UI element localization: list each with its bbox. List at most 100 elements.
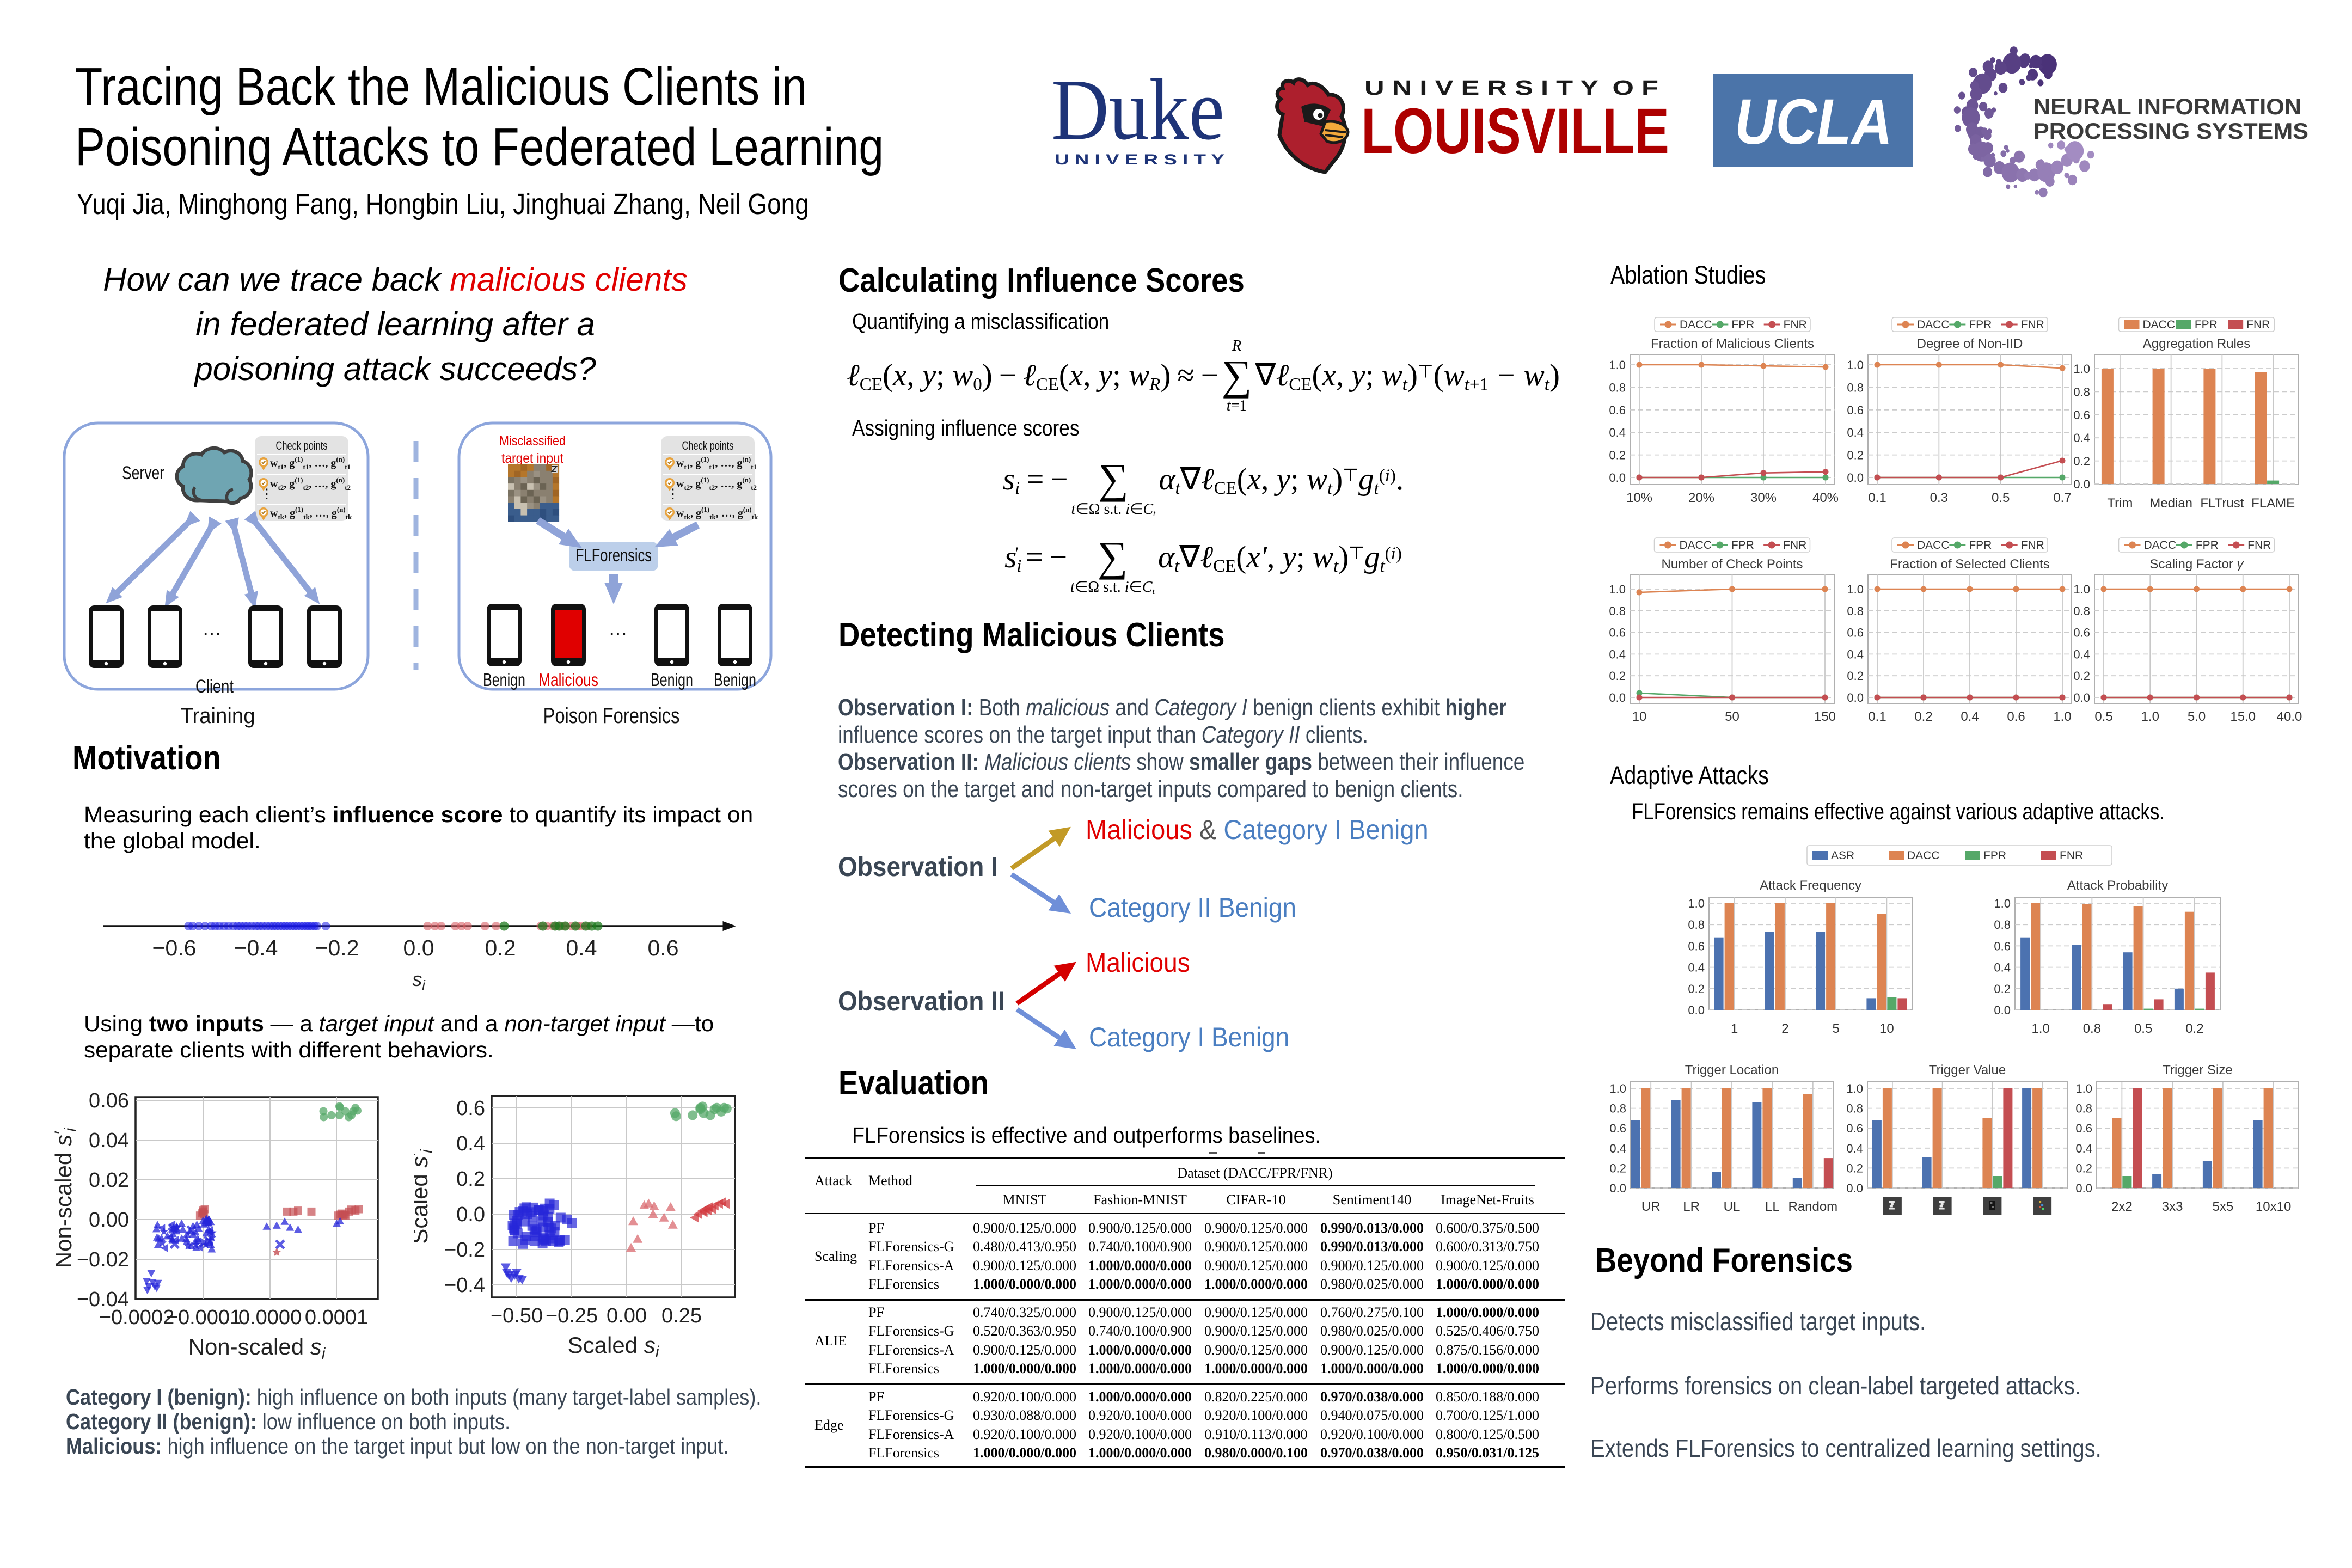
svg-text:2: 2 <box>1781 1021 1788 1036</box>
svg-text:0.8: 0.8 <box>1847 381 1864 394</box>
svg-text:150: 150 <box>1814 709 1836 724</box>
svg-text:0.0: 0.0 <box>1609 691 1626 705</box>
svg-text:Training: Training <box>181 704 255 728</box>
svg-text:DACC: DACC <box>2144 539 2177 552</box>
svg-text:Attack Probability: Attack Probability <box>2067 878 2168 893</box>
svg-text:FPR: FPR <box>2196 539 2219 552</box>
svg-text:0.6: 0.6 <box>2007 709 2025 724</box>
svg-text:0.3: 0.3 <box>1930 491 1948 505</box>
svg-text:0.8: 0.8 <box>1688 918 1705 932</box>
svg-text:0.8: 0.8 <box>2073 385 2090 399</box>
svg-text:1.0: 1.0 <box>1994 897 2011 910</box>
svg-text:0.6: 0.6 <box>456 1097 485 1120</box>
svg-text:0.00: 0.00 <box>607 1304 647 1327</box>
svg-text:0.0: 0.0 <box>1847 471 1864 485</box>
svg-text:−0.25: −0.25 <box>546 1304 598 1327</box>
svg-text:0.4: 0.4 <box>2073 647 2090 661</box>
svg-text:Trigger Location: Trigger Location <box>1685 1063 1779 1077</box>
svg-text:PROCESSING SYSTEMS: PROCESSING SYSTEMS <box>2033 118 2308 144</box>
svg-text:UCLA: UCLA <box>1735 86 1892 158</box>
svg-text:1.0: 1.0 <box>2053 709 2071 724</box>
svg-text:FLAME: FLAME <box>2251 496 2295 511</box>
svg-text:Server: Server <box>122 463 164 483</box>
svg-text:DACC: DACC <box>1680 539 1712 552</box>
svg-text:3x3: 3x3 <box>2162 1199 2183 1214</box>
svg-text:0.2: 0.2 <box>1688 982 1705 996</box>
svg-text:⋯: ⋯ <box>203 623 221 644</box>
svg-text:50: 50 <box>1725 709 1739 724</box>
svg-text:LL: LL <box>1765 1199 1780 1214</box>
svg-text:1.0: 1.0 <box>2073 362 2090 376</box>
svg-text:FNR: FNR <box>1783 539 1806 552</box>
svg-text:20%: 20% <box>1688 491 1714 505</box>
svg-text:−0.0002: −0.0002 <box>99 1306 174 1329</box>
svg-text:0.6: 0.6 <box>1609 626 1626 640</box>
svg-text:Benign: Benign <box>714 670 756 690</box>
svg-text:0.6: 0.6 <box>2073 626 2090 640</box>
svg-text:FLForensics: FLForensics <box>575 545 652 565</box>
svg-text:−0.4: −0.4 <box>234 935 278 960</box>
svg-text:5x5: 5x5 <box>2213 1199 2234 1214</box>
svg-text:Trigger Size: Trigger Size <box>2163 1063 2232 1077</box>
svg-text:NEURAL INFORMATION: NEURAL INFORMATION <box>2033 94 2301 119</box>
svg-text:0.7: 0.7 <box>2053 491 2071 505</box>
svg-text:Poison Forensics: Poison Forensics <box>543 704 680 728</box>
svg-text:Degree of Non-IID: Degree of Non-IID <box>1917 336 2023 351</box>
svg-text:Non-scaled s′i: Non-scaled s′i <box>54 1127 79 1268</box>
svg-text:FNR: FNR <box>2247 539 2271 552</box>
svg-text:Attack Frequency: Attack Frequency <box>1760 878 1861 893</box>
svg-text:10%: 10% <box>1626 491 1652 505</box>
svg-text:Misclassified: Misclassified <box>499 433 566 449</box>
svg-text:0.4: 0.4 <box>1609 426 1626 439</box>
svg-text:0.8: 0.8 <box>1609 604 1626 618</box>
svg-text:0.0: 0.0 <box>403 935 434 960</box>
svg-text:0.6: 0.6 <box>1688 939 1705 953</box>
svg-text:−0.2: −0.2 <box>315 935 359 960</box>
svg-text:Trigger Value: Trigger Value <box>1929 1063 2006 1077</box>
svg-text:FPR: FPR <box>1969 539 1992 552</box>
svg-text:DACC: DACC <box>2143 318 2176 331</box>
svg-text:0.0: 0.0 <box>1688 1003 1705 1017</box>
svg-text:0.8: 0.8 <box>2073 604 2090 618</box>
svg-text:0.6: 0.6 <box>1846 1122 1863 1135</box>
svg-text:LR: LR <box>1683 1199 1700 1214</box>
svg-text:Trim: Trim <box>2107 496 2133 511</box>
svg-text:0.4: 0.4 <box>1688 961 1705 975</box>
svg-text:0.8: 0.8 <box>1846 1102 1863 1116</box>
svg-text:0.5: 0.5 <box>2094 709 2112 724</box>
svg-text:Benign: Benign <box>651 670 693 690</box>
svg-text:U N I V E R S I T Y: U N I V E R S I T Y <box>1055 151 1224 168</box>
svg-text:0.0: 0.0 <box>456 1203 485 1226</box>
svg-text:FPR: FPR <box>1731 318 1754 331</box>
svg-text:U N I V E R S I T Y O F: U N I V E R S I T Y O F <box>1364 77 1658 100</box>
svg-text:si: si <box>412 968 426 993</box>
svg-text:Median: Median <box>2149 496 2192 511</box>
svg-text:−0.6: −0.6 <box>152 935 197 960</box>
svg-text:UL: UL <box>1724 1199 1741 1214</box>
svg-text:wt2, g(1)t2, …, g(n)t2: wt2, g(1)t2, …, g(n)t2 <box>270 476 351 492</box>
svg-text:Check points: Check points <box>276 439 328 452</box>
svg-text:1: 1 <box>1731 1021 1738 1036</box>
svg-text:UR: UR <box>1641 1199 1661 1214</box>
svg-text:Benign: Benign <box>483 670 525 690</box>
svg-text:0.4: 0.4 <box>1609 647 1626 661</box>
svg-text:DACC: DACC <box>1907 849 1940 862</box>
svg-text:0.2: 0.2 <box>2073 669 2090 683</box>
svg-text:Non-scaled si: Non-scaled si <box>188 1334 326 1363</box>
svg-text:0.8: 0.8 <box>1994 918 2011 932</box>
svg-text:10x10: 10x10 <box>2256 1199 2291 1214</box>
svg-text:−0.50: −0.50 <box>491 1304 543 1327</box>
svg-text:0.4: 0.4 <box>1961 709 1979 724</box>
svg-text:ASR: ASR <box>1831 849 1854 862</box>
svg-text:0.4: 0.4 <box>456 1132 485 1155</box>
svg-text:FPR: FPR <box>2195 318 2218 331</box>
svg-text:10: 10 <box>1632 709 1647 724</box>
svg-text:0.0: 0.0 <box>1609 471 1626 485</box>
svg-text:0.00: 0.00 <box>89 1209 129 1232</box>
svg-text:0.6: 0.6 <box>1609 403 1626 417</box>
svg-text:0.25: 0.25 <box>661 1304 702 1327</box>
svg-text:0.2: 0.2 <box>456 1168 485 1191</box>
svg-text:0.8: 0.8 <box>1609 1102 1626 1116</box>
svg-text:0.6: 0.6 <box>1609 1122 1626 1135</box>
svg-text:1.0: 1.0 <box>1688 897 1705 910</box>
